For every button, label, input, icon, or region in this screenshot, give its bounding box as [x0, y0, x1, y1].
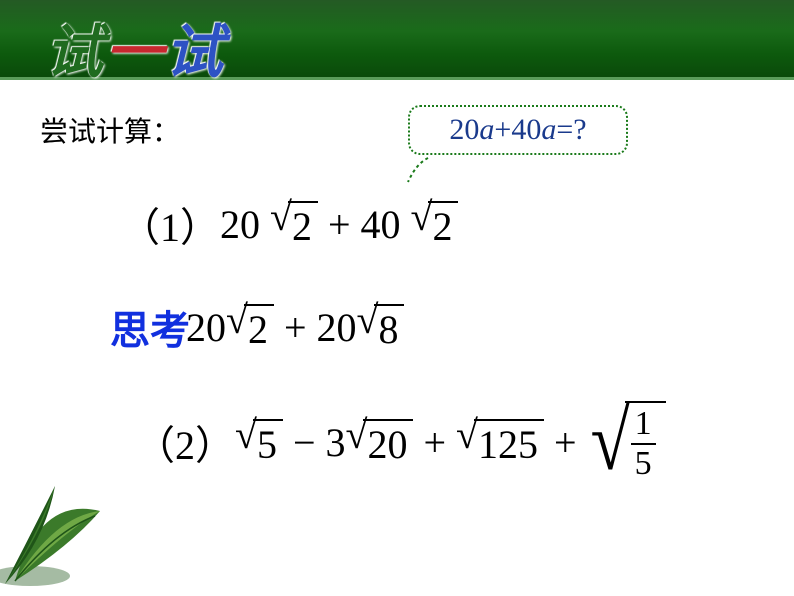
title-char-2: 一: [105, 20, 165, 85]
sqrt-icon: √125: [456, 415, 544, 469]
sqrt-icon: √2: [270, 197, 318, 251]
expr1-rad1: 2: [288, 201, 318, 251]
expression-1: （1） 20 √2 + 40 √2: [120, 195, 754, 253]
think-coef2: 20: [317, 304, 357, 351]
expr1-rad2: 2: [428, 201, 458, 251]
expression-2: （2） √5 − 3 √20 + √125 + √ 1 5: [135, 401, 754, 483]
expr1-coef1: 20: [220, 201, 260, 248]
expr2-op2: +: [423, 419, 446, 466]
expr2-t2coef: 3: [326, 419, 346, 466]
think-coef1: 20: [186, 304, 226, 351]
expr2-t3rad: 125: [474, 419, 544, 469]
expr2-t1: 5: [253, 419, 283, 469]
expr1-op: +: [328, 201, 351, 248]
expr2-label: （2）: [135, 413, 235, 471]
expression-think: 思考 20 √2 + 20 √8: [110, 298, 754, 356]
expr2-op3: +: [554, 419, 577, 466]
content-area: 尝试计算： （1） 20 √2 + 40 √2 思考 20 √2 + 20 √8…: [0, 80, 794, 513]
sqrt-icon: √2: [226, 300, 274, 354]
title: 试一试: [45, 5, 225, 89]
sqrt-icon: √2: [411, 197, 459, 251]
expr1-coef2: 40: [361, 201, 401, 248]
title-char-1: 试: [45, 20, 105, 85]
expr2-t2rad: 20: [363, 419, 413, 469]
leaf-decoration-icon: [0, 476, 140, 596]
expr1-label: （1）: [120, 195, 220, 253]
sqrt-icon: √5: [235, 415, 283, 469]
think-op: +: [284, 304, 307, 351]
think-rad1: 2: [244, 304, 274, 354]
header-banner: 试一试: [0, 0, 794, 80]
sqrt-frac-icon: √ 1 5: [587, 401, 666, 483]
expr2-op1: −: [293, 419, 316, 466]
try-label: 尝试计算：: [40, 110, 754, 150]
title-char-3: 试: [165, 20, 225, 85]
frac-num: 1: [631, 405, 656, 443]
think-label: 思考: [110, 298, 190, 356]
sqrt-icon: √20: [346, 415, 414, 469]
sqrt-icon: √8: [357, 300, 405, 354]
fraction: 1 5: [631, 405, 656, 483]
frac-den: 5: [631, 443, 656, 483]
think-rad2: 8: [374, 304, 404, 354]
